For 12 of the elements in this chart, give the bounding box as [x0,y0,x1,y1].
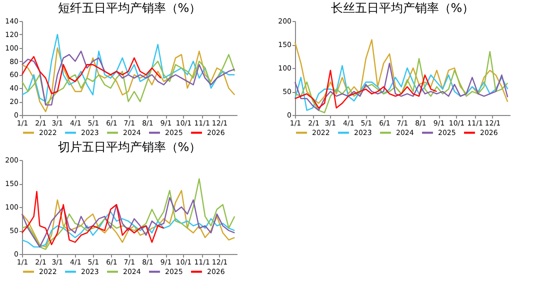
chart-title: 切片五日平均产销率（%） [58,140,202,154]
line-series [21,56,162,94]
line-series [21,47,236,112]
line-series [21,178,236,250]
line-series [21,190,164,246]
line-series [294,50,508,114]
line-series [294,70,438,109]
chart-title: 短纤五日平均产销率（%） [58,1,202,15]
line-series [294,39,508,104]
chart-title: 长丝五日平均产销率（%） [330,1,474,15]
line-series [21,34,236,102]
line-series [21,211,236,248]
